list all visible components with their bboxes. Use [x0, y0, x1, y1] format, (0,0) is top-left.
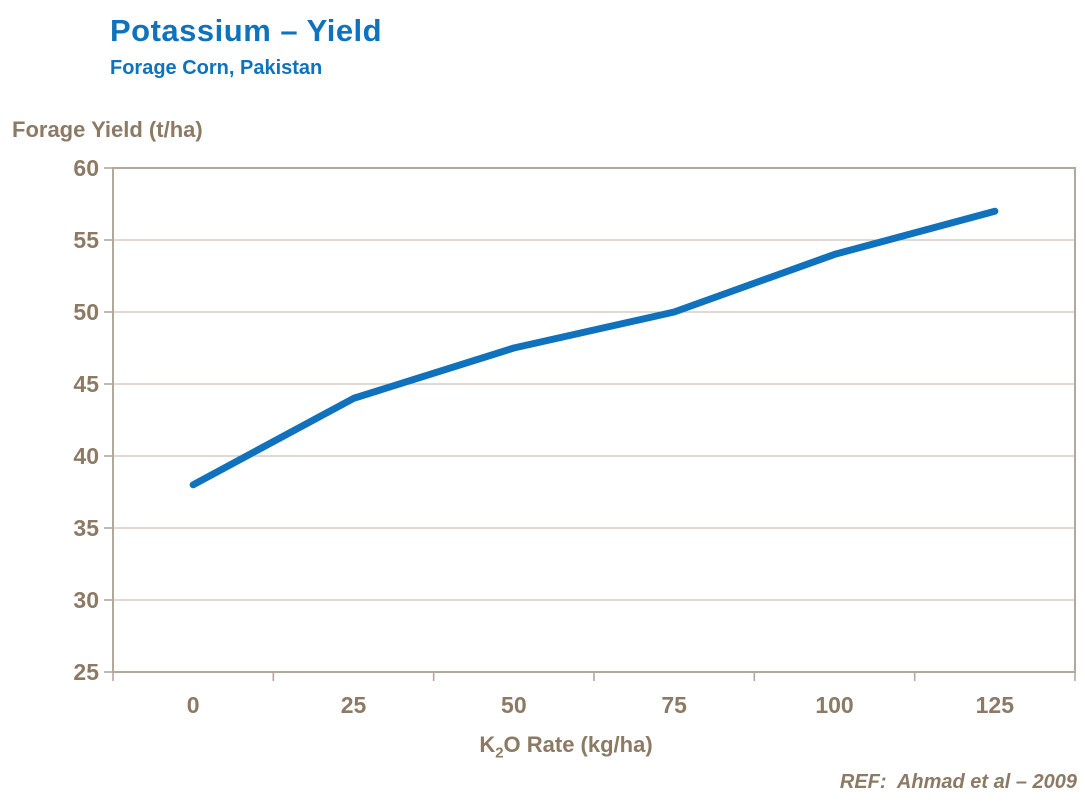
x-tick-label: 0 [187, 692, 200, 718]
y-tick-label: 50 [73, 299, 99, 325]
y-tick-label: 45 [73, 371, 99, 397]
x-tick-label: 125 [976, 692, 1015, 718]
chart-subtitle: Forage Corn, Pakistan [110, 57, 323, 79]
y-tick-label: 30 [73, 587, 99, 613]
chart-title: Potassium – Yield [110, 13, 383, 48]
plot-frame [112, 167, 1076, 673]
y-tick-label: 25 [73, 659, 99, 685]
x-axis-title: K2O Rate (kg/ha) [0, 732, 1085, 761]
x-tick-label: 75 [661, 692, 687, 718]
x-tick-label: 100 [815, 692, 853, 718]
x-axis-title-post: O Rate (kg/ha) [503, 732, 653, 757]
k2o-subscript: 2 [495, 744, 504, 762]
y-tick-label: 35 [73, 515, 99, 541]
y-tick-label: 55 [73, 227, 99, 253]
x-tick-label: 50 [501, 692, 527, 718]
yield-line [189, 207, 999, 489]
y-axis-title: Forage Yield (t/ha) [12, 117, 203, 142]
x-axis-title-pre: K [479, 732, 496, 757]
reference-note: REF: Ahmad et al – 2009 [839, 771, 1077, 793]
y-tick-label: 60 [73, 155, 99, 181]
y-tick-label: 40 [73, 443, 99, 469]
x-tick-label: 25 [341, 692, 367, 718]
